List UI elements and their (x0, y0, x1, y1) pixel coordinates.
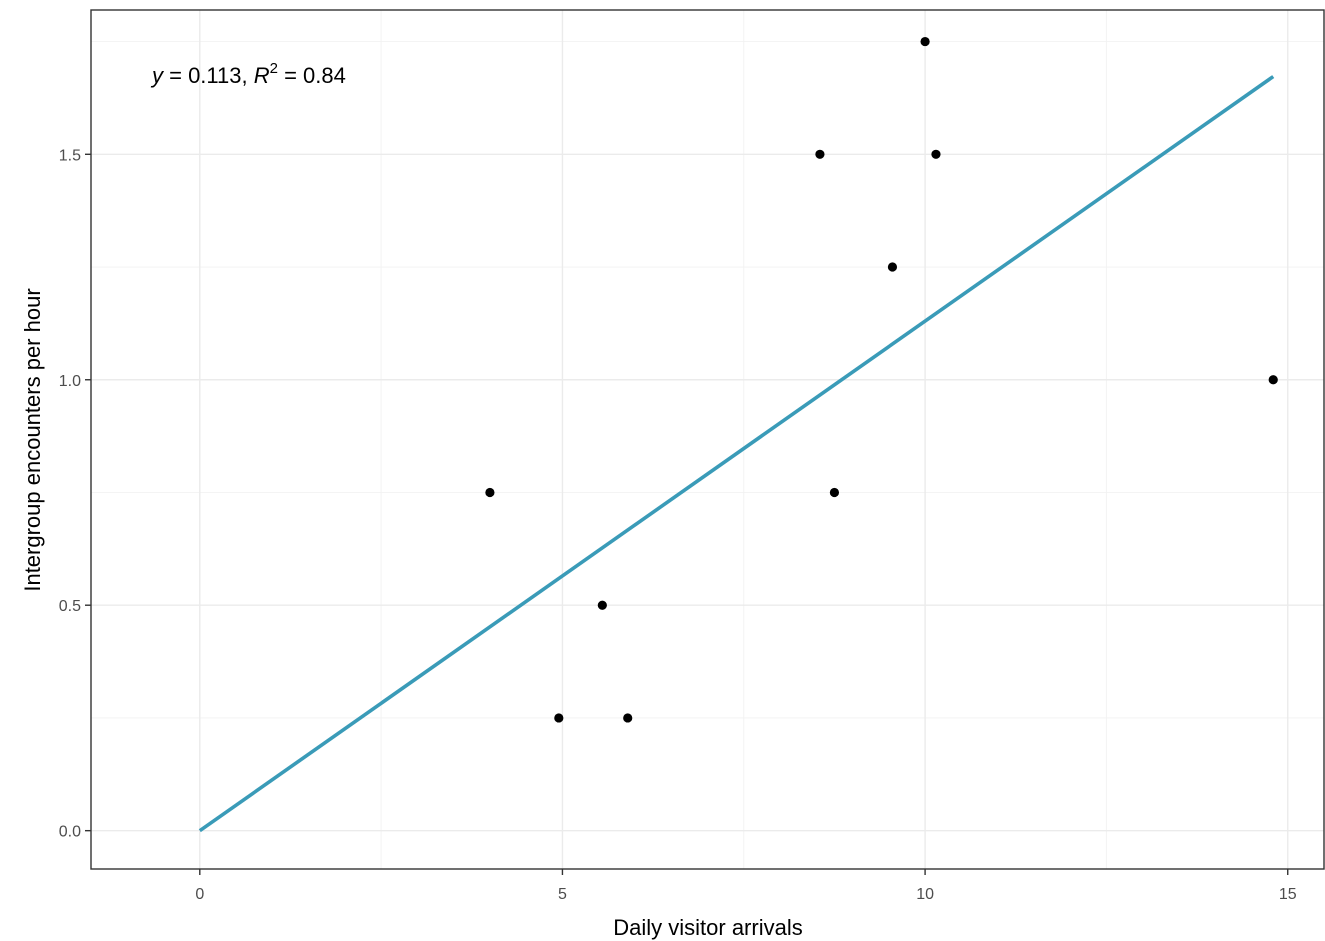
data-point (554, 713, 564, 723)
x-tick-label: 15 (1279, 886, 1297, 903)
panel-background (91, 10, 1324, 869)
annotation-equation: = 0.113, (163, 63, 254, 88)
data-points (485, 36, 1278, 723)
annotation-y-var: y (150, 63, 165, 88)
annotation-r-superscript: 2 (270, 60, 278, 77)
y-tick-label: 0.5 (59, 598, 81, 615)
data-point (597, 600, 607, 610)
data-point (623, 713, 633, 723)
y-tick-label: 1.0 (59, 373, 81, 390)
major-gridlines (91, 10, 1324, 869)
x-axis-title: Daily visitor arrivals (613, 915, 802, 940)
data-point (920, 36, 930, 47)
x-tick-label: 10 (916, 886, 934, 903)
data-point (1268, 375, 1278, 385)
x-tick-label: 5 (558, 886, 567, 903)
panel-border (90, 9, 1325, 870)
annotation-text: y = 0.113, R2 = 0.84 (150, 60, 346, 88)
y-tick-label: 1.5 (59, 147, 81, 164)
y-axis-ticks: 0.0 0.5 1.0 1.5 (59, 147, 91, 841)
data-point (829, 487, 840, 498)
fit-line-layer (198, 75, 1275, 833)
y-axis-title: Intergroup encounters per hour (20, 288, 45, 591)
x-axis-ticks: 0 5 10 15 (195, 869, 1297, 903)
x-tick-label: 0 (195, 886, 204, 903)
regression-line (198, 75, 1275, 833)
data-point (815, 149, 825, 159)
minor-gridlines (91, 10, 1324, 869)
y-tick-label: 0.0 (59, 824, 81, 841)
annotation-r-var: R (254, 63, 270, 88)
data-point (485, 487, 495, 498)
data-point (887, 262, 898, 272)
data-point (931, 149, 941, 159)
annotation-r-value: = 0.84 (278, 63, 346, 88)
